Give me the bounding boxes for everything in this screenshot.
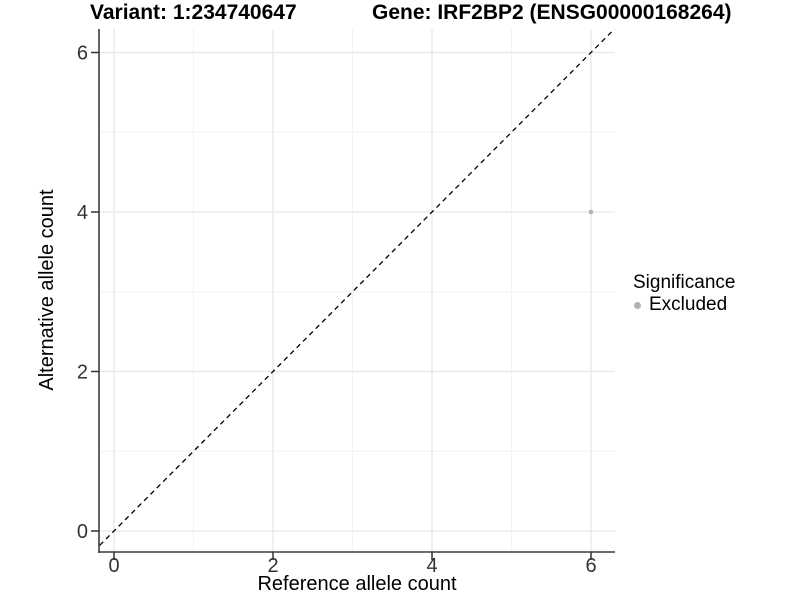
x-axis-label: Reference allele count xyxy=(257,573,457,595)
legend-point-icon xyxy=(634,301,641,309)
x-tick-label: 2 xyxy=(267,555,278,577)
y-tick-label: 4 xyxy=(77,202,88,224)
legend-title: Significance xyxy=(633,272,736,293)
y-tick-label: 6 xyxy=(77,43,88,65)
x-tick-label: 6 xyxy=(585,555,596,577)
y-axis-label: Alternative allele count xyxy=(36,189,58,391)
y-tick-label: 2 xyxy=(77,362,88,384)
gene-title: Gene: IRF2BP2 (ENSG00000168264) xyxy=(372,1,732,24)
data-point xyxy=(588,209,594,215)
x-tick-label: 4 xyxy=(426,555,437,577)
x-tick-label: 0 xyxy=(108,555,119,577)
y-tick-label: 0 xyxy=(77,521,88,543)
legend-item-label: Excluded xyxy=(649,294,728,315)
legend: Significance Excluded xyxy=(633,271,735,316)
legend-item-excluded: Excluded xyxy=(633,294,735,316)
variant-title: Variant: 1:234740647 xyxy=(90,1,297,24)
